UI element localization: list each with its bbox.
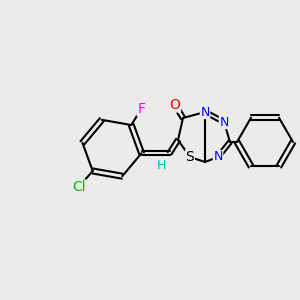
Text: N: N (213, 151, 223, 164)
Text: H: H (157, 159, 166, 172)
Text: O: O (169, 98, 180, 112)
Text: S: S (186, 150, 194, 164)
Text: N: N (200, 106, 210, 118)
Text: F: F (137, 102, 145, 116)
Text: N: N (219, 116, 229, 128)
Text: Cl: Cl (72, 180, 86, 194)
